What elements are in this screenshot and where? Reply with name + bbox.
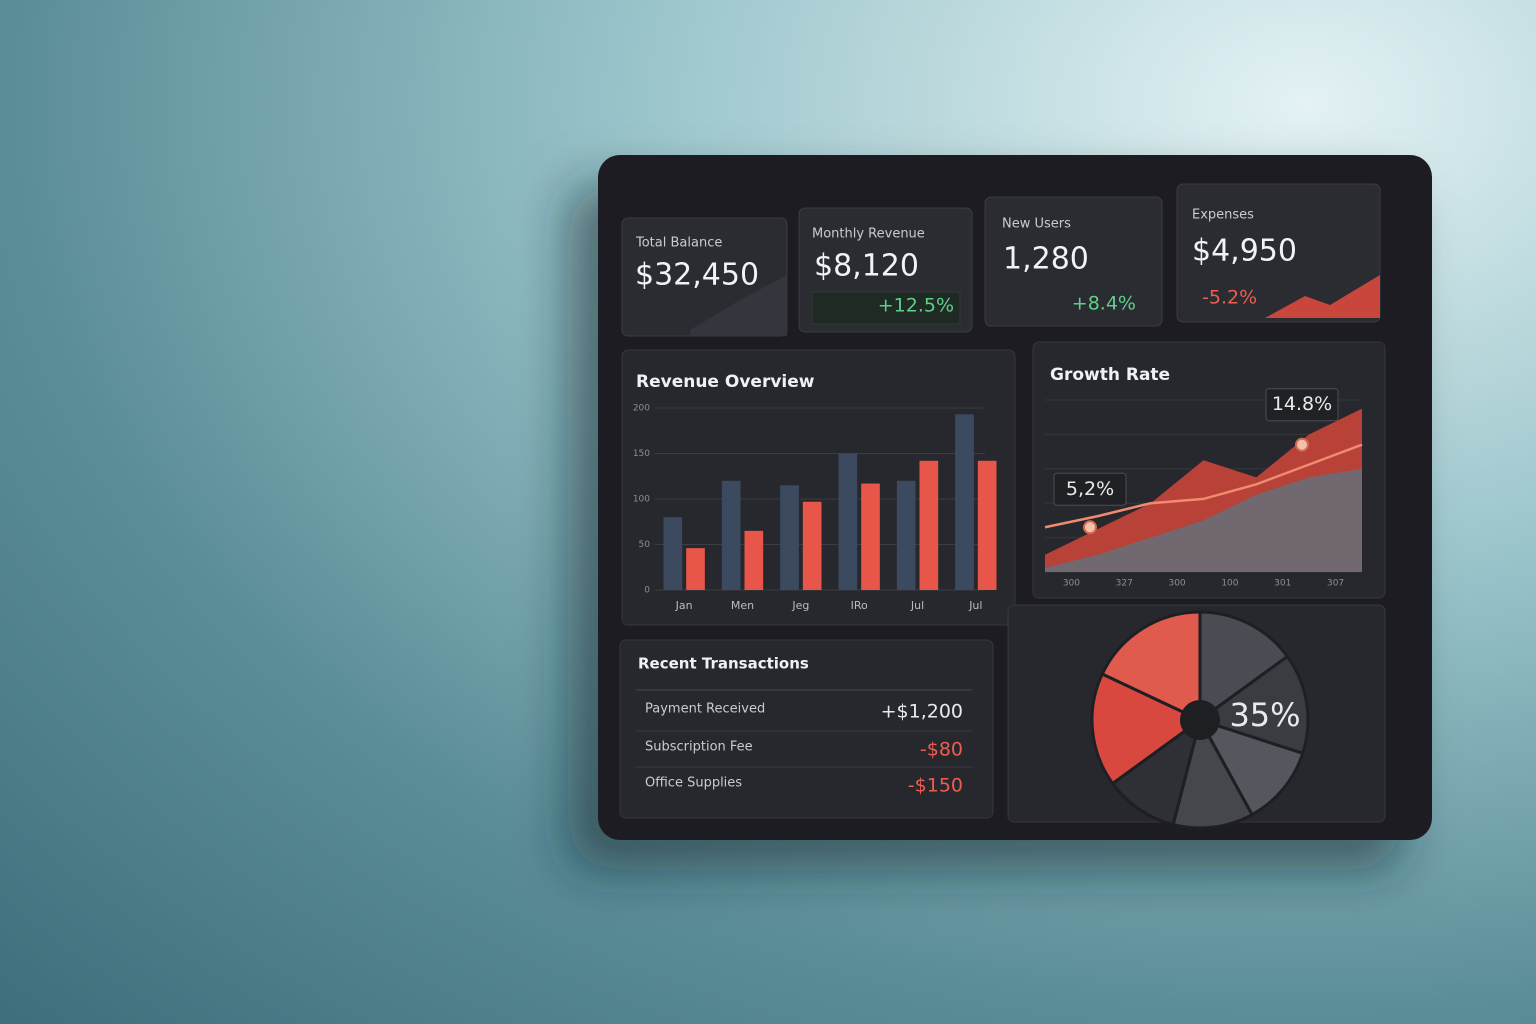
pie-slice (1090, 672, 1203, 786)
x-tick-label: Jan (675, 599, 693, 612)
kpi-change: +12.5% (878, 295, 954, 317)
kpi-value: $8,120 (814, 249, 919, 284)
value-label-box (1053, 472, 1127, 506)
x-tick-label: Jul (910, 599, 924, 612)
y-tick-label: 200 (633, 404, 650, 414)
value-label: 5,2% (1066, 478, 1114, 500)
bar (721, 480, 741, 590)
kpi-change: -5.2% (1202, 287, 1257, 309)
kpi-value: $32,450 (635, 258, 759, 293)
kpi-label: New Users (1002, 217, 1071, 232)
transactions-panel (619, 639, 994, 819)
sparkline (690, 275, 787, 336)
bar (861, 483, 880, 590)
x-tick-label: 327 (1116, 579, 1133, 589)
transaction-amount: -$80 (920, 739, 963, 761)
bar-panel (621, 349, 1016, 626)
bar (780, 485, 799, 590)
kpi-value: $4,950 (1192, 234, 1297, 269)
transaction-amount: -$150 (908, 775, 963, 797)
bar (896, 480, 916, 590)
x-tick-label: 301 (1274, 579, 1291, 589)
transaction-label: Payment Received (645, 702, 765, 717)
marker (1083, 520, 1097, 535)
chart-title: Revenue Overview (636, 372, 815, 392)
pie-slice (1196, 654, 1310, 756)
bar (977, 460, 997, 590)
x-tick-label: 300 (1063, 579, 1080, 589)
x-tick-label: 307 (1327, 579, 1344, 589)
x-tick-label: Jul (968, 599, 982, 612)
x-tick-label: Jeg (791, 599, 809, 612)
bar (838, 453, 858, 590)
pie-slice (1196, 717, 1305, 817)
kpi-label: Monthly Revenue (812, 227, 925, 242)
value-label-box (1265, 388, 1339, 422)
x-tick-label: 300 (1168, 579, 1185, 589)
marker (1295, 437, 1309, 452)
y-tick-label: 100 (633, 495, 650, 505)
line (1044, 443, 1363, 529)
kpi-label: Expenses (1192, 208, 1254, 223)
kpi-value: 1,280 (1003, 242, 1089, 277)
kpi-label: Total Balance (635, 236, 722, 251)
bar (663, 517, 683, 590)
pie-center-label: 35% (1229, 696, 1300, 734)
transaction-label: Subscription Fee (645, 740, 753, 755)
x-tick-label: IRo (851, 599, 868, 612)
pie-slice (1171, 715, 1255, 830)
y-tick-label: 150 (633, 449, 650, 459)
sparkline (1265, 275, 1380, 318)
pie-hole (1180, 700, 1220, 740)
value-label: 14.8% (1272, 393, 1332, 415)
y-tick-label: 50 (639, 540, 651, 550)
x-tick-label: Men (731, 599, 754, 612)
bar (686, 548, 705, 590)
bar (955, 414, 974, 590)
area (1045, 468, 1362, 572)
y-tick-label: 0 (644, 586, 650, 596)
kpi-card (984, 196, 1163, 327)
pie-slice (1100, 610, 1202, 723)
bar (919, 460, 939, 590)
kpi-card (1176, 183, 1381, 323)
kpi-badge (811, 291, 961, 325)
bar (744, 530, 764, 590)
kpi-change: +8.4% (1072, 293, 1136, 315)
pie-slice (1198, 610, 1290, 723)
chart-title: Growth Rate (1050, 365, 1170, 385)
bar (802, 501, 822, 590)
x-tick-label: 100 (1221, 579, 1238, 589)
panel-title: Recent Transactions (638, 655, 809, 673)
transaction-amount: +$1,200 (881, 701, 963, 723)
transaction-label: Office Supplies (645, 776, 742, 791)
